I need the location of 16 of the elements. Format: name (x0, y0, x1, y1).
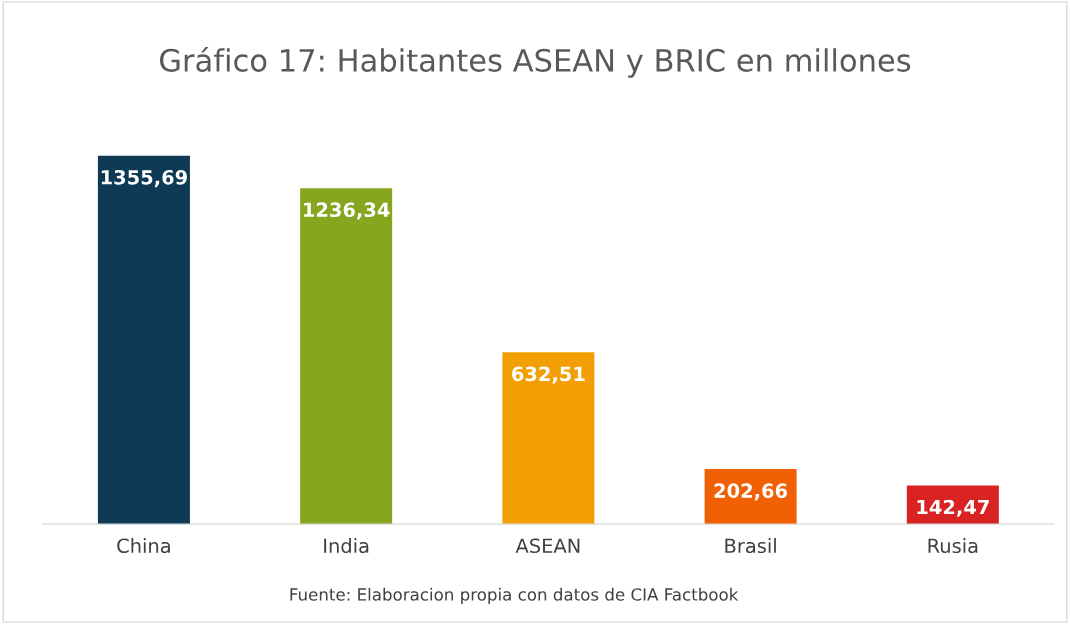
x-tick-label: ASEAN (515, 538, 580, 554)
data-label: 202,66 (714, 483, 788, 501)
x-tick-label: China (117, 538, 170, 554)
x-tick-label: Brasil (725, 538, 776, 554)
bar (300, 188, 393, 525)
bar (704, 469, 797, 525)
x-tick-label: India (324, 538, 369, 554)
data-label: 142,47 (917, 499, 989, 517)
data-label: 1355,69 (101, 169, 187, 188)
data-label: 632,51 (512, 366, 585, 384)
x-tick-label: Rusia (928, 538, 978, 554)
source-note: Fuente: Elaboracion propia con datos de CIA Factbook (290, 587, 739, 604)
bar (97, 155, 190, 525)
data-label: 1236,34 (304, 202, 390, 220)
chart-title: Gráfico 17: Habitantes ASEAN y BRIC en millones (160, 47, 911, 78)
bar (502, 352, 595, 525)
